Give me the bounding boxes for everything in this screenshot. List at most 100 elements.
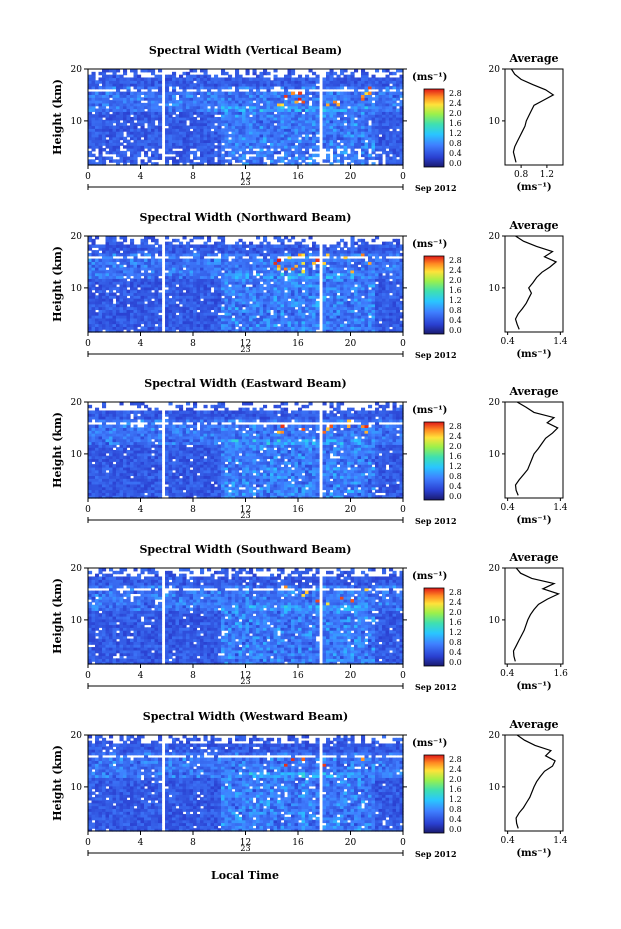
heatmap-cell	[329, 295, 334, 299]
heatmap-cell	[186, 114, 191, 118]
heatmap-cell	[273, 114, 278, 118]
heatmap-cell	[305, 83, 310, 87]
heatmap-cell	[109, 312, 114, 316]
heatmap-cell	[200, 269, 205, 274]
colorbar-tick-label: 1.6	[449, 119, 462, 128]
heatmap-cell	[277, 94, 282, 98]
heatmap-cell	[193, 264, 198, 268]
heatmap-cell	[95, 83, 100, 87]
heatmap-cell	[375, 320, 380, 325]
heatmap-cell	[207, 264, 212, 268]
heatmap-cell	[252, 298, 257, 302]
heatmap-cell	[392, 85, 397, 90]
heatmap-cell	[238, 315, 243, 319]
heatmap-cell	[119, 286, 124, 291]
heatmap-cell	[249, 97, 254, 101]
heatmap-cell	[130, 298, 135, 302]
heatmap-cell	[158, 94, 163, 98]
heatmap-cell	[336, 312, 341, 316]
heatmap-cell	[200, 83, 205, 87]
heatmap-cell	[252, 133, 257, 138]
heatmap-cell	[252, 303, 257, 308]
heatmap-cell	[154, 309, 159, 313]
heatmap-cell	[133, 145, 138, 149]
heatmap-cell	[305, 320, 310, 325]
heatmap-cell	[165, 315, 170, 319]
heatmap-cell	[312, 298, 317, 302]
heatmap-cell	[130, 309, 135, 313]
colorbar-tick-label: 1.2	[449, 129, 462, 138]
heatmap-cell	[196, 142, 201, 146]
heatmap-cell	[116, 312, 121, 316]
heatmap-cell	[133, 292, 138, 296]
heatmap-cell	[172, 100, 177, 104]
heatmap-cell	[182, 105, 187, 110]
heatmap-cell	[315, 315, 320, 319]
heatmap-cell	[203, 131, 208, 135]
heatmap-cell	[263, 236, 268, 240]
heatmap-cell	[182, 80, 187, 84]
heatmap-cell	[371, 292, 376, 296]
heatmap-cell	[130, 145, 135, 149]
heatmap-cell	[322, 145, 327, 149]
heatmap-cell	[305, 117, 310, 121]
heatmap-cell	[151, 142, 156, 146]
heatmap-cell	[126, 315, 131, 319]
heatmap-cell	[231, 312, 236, 316]
heatmap-cell	[214, 117, 219, 121]
heatmap-cell	[368, 91, 373, 96]
heatmap-cell	[203, 264, 208, 268]
heatmap-cell	[151, 258, 156, 263]
heatmap-cell	[280, 320, 285, 325]
heatmap-cell	[280, 100, 285, 104]
heatmap-cell	[322, 85, 327, 90]
heatmap-cell	[259, 122, 264, 127]
heatmap-cell	[196, 244, 201, 248]
heatmap-cell	[291, 128, 296, 132]
heatmap-cell	[147, 131, 152, 135]
heatmap-cell	[287, 83, 292, 87]
heatmap-cell	[210, 312, 215, 316]
heatmap-cell	[256, 292, 261, 296]
heatmap-cell	[235, 91, 240, 96]
heatmap-cell	[137, 312, 142, 316]
heatmap-cell	[280, 142, 285, 146]
heatmap-cell	[235, 315, 240, 319]
heatmap-cell	[364, 326, 369, 330]
heatmap-cell	[256, 117, 261, 121]
heatmap-cell	[109, 145, 114, 149]
heatmap-cell	[371, 122, 376, 127]
heatmap-cell	[119, 306, 124, 311]
heatmap-cell	[343, 148, 348, 152]
heatmap-cell	[133, 77, 138, 81]
heatmap-cell	[298, 145, 303, 149]
heatmap-cell	[119, 323, 124, 327]
heatmap-cell	[88, 150, 93, 155]
heatmap-cell	[280, 97, 285, 101]
heatmap-cell	[151, 317, 156, 322]
heatmap-cell	[231, 125, 236, 129]
heatmap-cell	[256, 269, 261, 274]
heatmap-cell	[112, 114, 117, 118]
heatmap-cell	[102, 278, 107, 282]
heatmap-cell	[130, 80, 135, 84]
heatmap-cell	[249, 94, 254, 98]
heatmap-cell	[193, 83, 198, 87]
heatmap-cell	[333, 148, 338, 152]
heatmap-cell	[88, 85, 93, 90]
heatmap-cell	[91, 117, 96, 121]
heatmap-cell	[343, 309, 348, 313]
heatmap-cell	[361, 269, 366, 274]
heatmap-cell	[350, 100, 355, 104]
heatmap-cell	[168, 148, 173, 152]
heatmap-cell	[175, 264, 180, 268]
heatmap-cell	[382, 320, 387, 325]
heatmap-cell	[147, 145, 152, 149]
heatmap-cell	[137, 133, 142, 138]
heatmap-cell	[326, 284, 331, 288]
heatmap-cell	[291, 269, 296, 274]
heatmap-cell	[224, 108, 229, 112]
heatmap-cell	[228, 278, 233, 282]
heatmap-cell	[98, 300, 103, 305]
heatmap-cell	[109, 278, 114, 282]
